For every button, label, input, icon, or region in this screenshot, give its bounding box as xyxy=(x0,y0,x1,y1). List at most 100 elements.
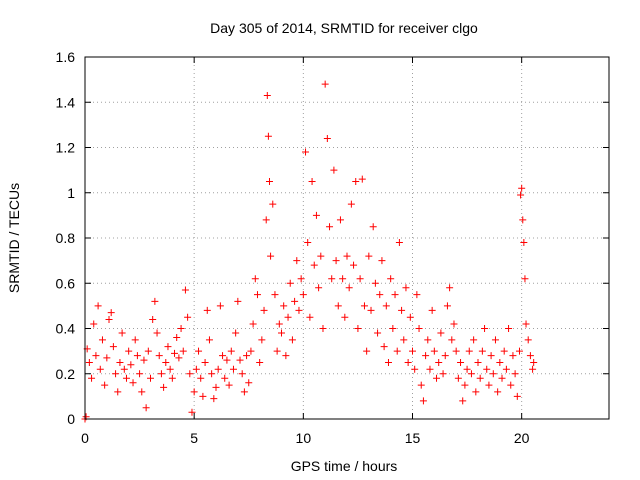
data-point xyxy=(413,291,421,299)
data-point xyxy=(186,370,194,378)
data-point xyxy=(96,365,104,373)
data-point xyxy=(122,374,130,382)
data-point xyxy=(483,365,491,373)
data-point xyxy=(352,177,360,185)
data-point xyxy=(114,388,122,396)
data-point xyxy=(404,358,412,366)
data-point xyxy=(521,275,529,283)
data-point xyxy=(90,320,98,328)
data-point xyxy=(275,320,283,328)
chart-title: Day 305 of 2014, SRMTID for receiver clg… xyxy=(210,20,478,36)
data-point xyxy=(125,347,133,355)
data-point xyxy=(120,365,128,373)
data-point xyxy=(308,177,316,185)
data-point xyxy=(208,370,216,378)
data-point xyxy=(398,306,406,314)
data-point xyxy=(291,297,299,305)
data-point xyxy=(304,239,312,247)
y-tick-label: 1.6 xyxy=(56,49,76,65)
data-point xyxy=(505,325,513,332)
data-point xyxy=(517,191,525,199)
data-point xyxy=(454,374,462,382)
data-point xyxy=(350,261,358,269)
y-tick-label: 1.2 xyxy=(56,140,76,156)
data-point xyxy=(197,374,205,382)
data-point xyxy=(149,315,157,323)
data-point xyxy=(513,392,521,400)
data-point xyxy=(295,306,303,314)
data-point xyxy=(101,381,109,389)
data-point xyxy=(417,381,425,389)
data-point xyxy=(181,286,189,294)
data-point xyxy=(345,284,353,292)
data-point xyxy=(461,381,469,389)
data-point xyxy=(522,320,530,328)
data-point xyxy=(485,381,493,389)
data-point xyxy=(260,306,268,314)
data-point xyxy=(245,379,253,387)
data-point xyxy=(409,347,416,355)
data-point xyxy=(450,320,458,328)
data-point xyxy=(387,275,395,283)
data-point xyxy=(280,302,288,310)
data-point xyxy=(422,352,430,360)
data-point xyxy=(127,361,135,369)
data-point xyxy=(155,352,163,360)
data-point xyxy=(253,291,261,299)
data-point xyxy=(138,388,146,396)
data-point xyxy=(465,347,473,355)
data-point xyxy=(419,397,427,405)
data-point xyxy=(264,132,272,140)
data-point xyxy=(319,325,327,332)
data-point xyxy=(489,370,497,378)
data-point xyxy=(457,358,465,366)
data-point xyxy=(153,329,161,337)
data-point xyxy=(529,365,537,373)
data-point xyxy=(470,336,478,344)
data-point xyxy=(472,388,480,396)
data-point xyxy=(223,356,231,364)
data-point xyxy=(430,347,438,355)
data-point xyxy=(94,302,102,310)
data-point xyxy=(151,297,159,305)
data-point xyxy=(347,200,355,208)
data-point xyxy=(426,365,434,373)
axis-ticks: 0 0.2 0.4 0.6 0.8 1 1.2 1.4 1.6 0 5 10 15 20 xyxy=(56,49,609,446)
x-tick-label: 10 xyxy=(296,430,312,446)
data-point xyxy=(297,275,305,283)
data-point xyxy=(263,91,271,99)
y-tick-label: 0.8 xyxy=(56,230,76,246)
data-point xyxy=(162,358,170,366)
y-axis-title: SRMTID / TECUs xyxy=(6,183,22,293)
data-point xyxy=(435,358,443,366)
data-point xyxy=(195,347,203,355)
data-point xyxy=(190,388,198,396)
y-tick-label: 0.2 xyxy=(56,366,76,382)
y-tick-label: 1.4 xyxy=(56,94,76,110)
grid-lines xyxy=(85,57,609,419)
data-points xyxy=(81,80,538,423)
data-point xyxy=(367,306,375,314)
data-point xyxy=(312,211,320,219)
data-point xyxy=(424,336,432,344)
data-point xyxy=(382,302,390,310)
y-tick-label: 0.4 xyxy=(56,321,76,337)
y-tick-label: 0.6 xyxy=(56,275,76,291)
data-point xyxy=(269,200,277,208)
data-point xyxy=(265,177,273,185)
data-point xyxy=(173,334,181,342)
data-point xyxy=(365,252,373,260)
data-point xyxy=(507,381,515,389)
data-point xyxy=(278,329,285,337)
data-point xyxy=(179,347,187,355)
data-point xyxy=(389,325,397,332)
data-point xyxy=(317,252,325,260)
data-point xyxy=(234,297,242,305)
data-point xyxy=(326,223,334,231)
data-point xyxy=(524,336,532,344)
data-point xyxy=(249,320,257,328)
data-point xyxy=(498,374,506,382)
data-point xyxy=(136,370,144,378)
data-point xyxy=(271,291,279,299)
data-point xyxy=(203,306,211,314)
